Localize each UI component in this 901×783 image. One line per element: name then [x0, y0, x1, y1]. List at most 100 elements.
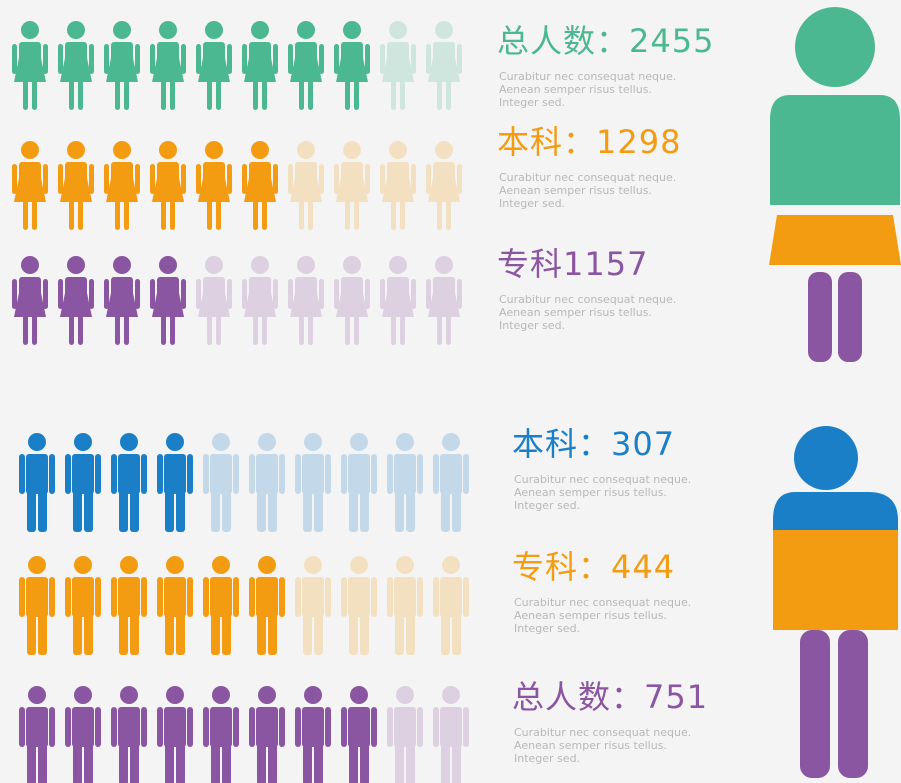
icon-arm [426, 44, 431, 74]
icon-arm [387, 707, 393, 747]
icon-head [343, 256, 361, 274]
icon-leg [170, 315, 175, 345]
icon-arm [380, 279, 385, 309]
icon-arm [295, 707, 301, 747]
icon-leg [165, 743, 174, 783]
icon-leg [32, 315, 37, 345]
icon-arm [141, 454, 147, 494]
icon-leg [161, 80, 166, 110]
icon-torso [348, 577, 370, 617]
icon-leg [253, 315, 258, 345]
icon-head [435, 21, 453, 39]
icon-leg [395, 613, 404, 655]
icon-torso [256, 577, 278, 617]
icon-torso [26, 454, 48, 494]
icon-arm [273, 164, 278, 194]
icon-arm [457, 44, 462, 74]
icon-leg [27, 613, 36, 655]
icon-arm [279, 577, 285, 617]
icon-arm [242, 279, 247, 309]
icon-head [343, 141, 361, 159]
icon-leg [400, 80, 405, 110]
icon-leg [354, 315, 359, 345]
icon-arm [371, 707, 377, 747]
icon-leg [222, 613, 231, 655]
icon-head [159, 141, 177, 159]
icon-leg [446, 315, 451, 345]
icon-arm [89, 279, 94, 309]
icon-arm [426, 279, 431, 309]
icon-head [74, 686, 92, 704]
icon-arm [65, 454, 71, 494]
icon-torso [118, 577, 140, 617]
icon-arm [433, 707, 439, 747]
icon-arm [181, 44, 186, 74]
icon-arm [463, 454, 469, 494]
icon-torso [394, 577, 416, 617]
icon-torso [164, 454, 186, 494]
icon-leg [23, 80, 28, 110]
icon-arm [187, 577, 193, 617]
icon-leg [115, 80, 120, 110]
icon-arm [187, 454, 193, 494]
icon-leg [268, 743, 277, 783]
icon-torso [164, 707, 186, 747]
icon-arm [387, 577, 393, 617]
icon-arm [380, 44, 385, 74]
icon-leg [38, 490, 47, 532]
icon-arm [104, 279, 109, 309]
icon-leg [130, 490, 139, 532]
icon-leg [207, 315, 212, 345]
icon-arm [135, 279, 140, 309]
icon-head [212, 433, 230, 451]
icon-leg [176, 490, 185, 532]
icon-arm [58, 164, 63, 194]
icon-leg [441, 613, 450, 655]
icon-head [205, 141, 223, 159]
icon-leg [262, 80, 267, 110]
icon-leg [38, 743, 47, 783]
icon-leg [165, 613, 174, 655]
icon-head [67, 256, 85, 274]
icon-arm [341, 707, 347, 747]
icon-leg [84, 743, 93, 783]
row-label: 专科：444 [512, 548, 675, 586]
icon-arm [203, 707, 209, 747]
icon-leg [262, 315, 267, 345]
icon-arm [463, 577, 469, 617]
icon-head [304, 433, 322, 451]
icon-leg [84, 490, 93, 532]
icon-head [74, 556, 92, 574]
icon-leg [345, 315, 350, 345]
icon-arm [111, 454, 117, 494]
icon-head [28, 433, 46, 451]
icon-leg [170, 200, 175, 230]
icon-head [166, 686, 184, 704]
icon-arm [319, 44, 324, 74]
icon-leg [124, 80, 129, 110]
icon-arm [104, 164, 109, 194]
icon-arm [426, 164, 431, 194]
icon-leg [360, 613, 369, 655]
icon-leg [345, 200, 350, 230]
icon-leg [176, 743, 185, 783]
icon-leg [222, 743, 231, 783]
icon-torso [256, 707, 278, 747]
infographic: 总人数：2455Curabitur nec consequat neque.Ae… [0, 0, 901, 783]
icon-arm [227, 164, 232, 194]
icon-arm [89, 44, 94, 74]
icon-leg [406, 743, 415, 783]
icon-torso [394, 454, 416, 494]
icon-head [205, 256, 223, 274]
icon-torso [72, 577, 94, 617]
icon-head [159, 256, 177, 274]
icon-leg [452, 613, 461, 655]
icon-head [343, 21, 361, 39]
icon-arm [43, 279, 48, 309]
icon-leg [452, 490, 461, 532]
icon-arm [341, 577, 347, 617]
icon-arm [325, 454, 331, 494]
icon-arm [380, 164, 385, 194]
icon-torso [302, 707, 324, 747]
icon-leg [161, 200, 166, 230]
